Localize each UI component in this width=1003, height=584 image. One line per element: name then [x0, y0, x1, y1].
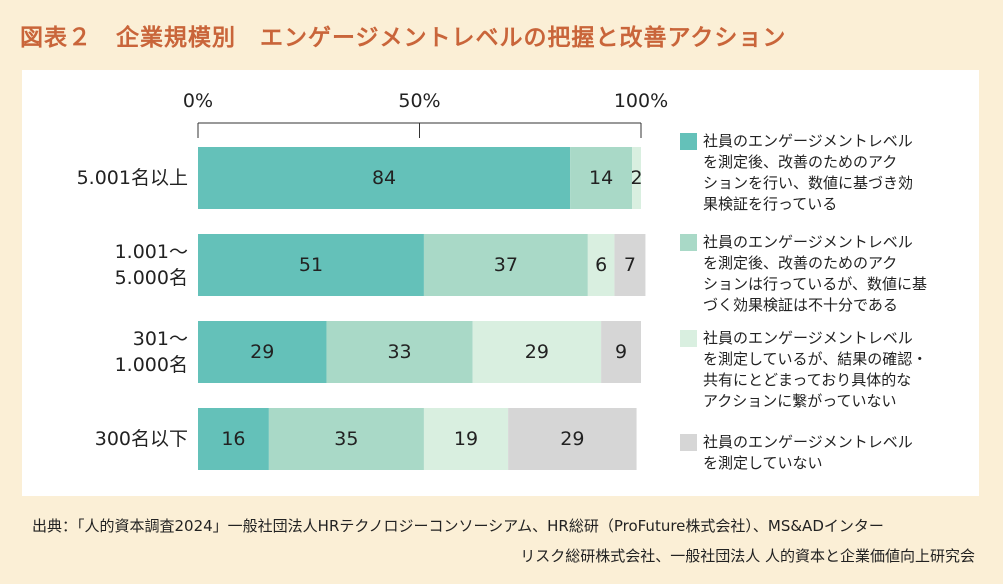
x-tick-label: 50% [398, 90, 441, 112]
bar-segment [198, 147, 571, 209]
category-label: 301～ 1.000名 [115, 326, 188, 378]
legend-swatch [680, 330, 697, 347]
data-label: 9 [615, 341, 628, 363]
bar-segment [570, 147, 633, 209]
bar-segment [614, 234, 646, 296]
legend-label-line: ションは行っているが、数値に基 [703, 275, 927, 293]
data-label: 7 [623, 254, 636, 276]
data-label: 35 [334, 428, 359, 450]
legend-swatch [680, 133, 697, 150]
bar-segment [326, 321, 473, 383]
legend-label: 社員のエンゲージメントレベル を測定しているが、結果の確認・ 共有にとどまっており具… [703, 328, 973, 412]
source-line-2: リスク総研株式会社、一般社団法人 人的資本と企業価値向上研究会 [520, 547, 975, 565]
bar-segment [601, 321, 641, 383]
legend-label-line: 社員のエンゲージメントレベル [703, 329, 913, 347]
bar-segment [198, 408, 269, 470]
bar-segment [508, 408, 637, 470]
category-label-line: 301～ [132, 328, 188, 350]
legend-label-line: アクションに繋がっていない [703, 392, 897, 410]
category-label: 1.001～ 5.000名 [115, 239, 188, 291]
legend-label-line: 社員のエンゲージメントレベル [703, 433, 913, 451]
category-label-line: 5.001名以上 [76, 167, 188, 189]
legend-label-line: ションを行い、数値に基づき効 [703, 174, 914, 192]
legend-label-line: づく効果検証は不十分である [703, 296, 898, 314]
legend-label-line: を測定しているが、結果の確認・ [703, 350, 928, 368]
bar-segment [423, 234, 588, 296]
data-label: 29 [524, 341, 549, 363]
data-label: 16 [221, 428, 246, 450]
legend-swatch [680, 434, 697, 451]
category-label: 300名以下 [95, 426, 188, 452]
category-label-line: 5.000名 [114, 267, 188, 289]
bar-segment [472, 321, 602, 383]
data-label: 84 [371, 167, 397, 189]
bar-segment [587, 234, 615, 296]
category-label-line: 1.001～ [114, 241, 188, 263]
legend-label: 社員のエンゲージメントレベル を測定していない [703, 432, 973, 474]
category-label-line: 300名以下 [94, 428, 188, 450]
source-line-1: 出典：「人的資本調査2024」一般社団法人HRテクノロジーコンソーシアム、HR総… [32, 517, 884, 535]
legend-label-line: 果検証を行っている [703, 195, 838, 213]
bar-segment [268, 408, 424, 470]
data-label: 6 [595, 254, 608, 276]
legend-label-line: 共有にとどまっており具体的な [703, 371, 912, 389]
bar-segment [423, 408, 509, 470]
x-tick-label: 100% [613, 90, 669, 112]
data-label: 2 [630, 167, 643, 189]
legend-label-line: 社員のエンゲージメントレベル [703, 132, 913, 150]
x-tick-label: 0% [182, 90, 214, 112]
legend-label-line: を測定後、改善のためのアク [703, 153, 898, 171]
data-label: 19 [453, 428, 479, 450]
category-label-line: 1.000名 [114, 354, 188, 376]
bar-segment [632, 147, 641, 209]
data-label: 51 [298, 254, 324, 276]
data-label: 37 [493, 254, 518, 276]
data-label: 29 [560, 428, 585, 450]
legend-label-line: を測定していない [703, 454, 823, 472]
bar-segment [198, 321, 327, 383]
legend-label: 社員のエンゲージメントレベル を測定後、改善のためのアクションは行っているが、数値… [703, 232, 973, 316]
chart-title: 図表２ 企業規模別 エンゲージメントレベルの把握と改善アクション [20, 25, 787, 51]
legend-swatch [680, 234, 697, 251]
data-label: 33 [387, 341, 412, 363]
legend-label-line: 社員のエンゲージメントレベル [703, 233, 913, 251]
legend-label: 社員のエンゲージメントレベル を測定後、改善のためのアク ションを行い、数値に基づき… [703, 131, 973, 215]
data-label: 14 [589, 167, 614, 189]
data-label: 29 [250, 341, 275, 363]
legend-label-line: を測定後、改善のためのアク [703, 254, 898, 272]
category-label: 5.001名以上 [77, 165, 188, 191]
bar-segment [198, 234, 424, 296]
